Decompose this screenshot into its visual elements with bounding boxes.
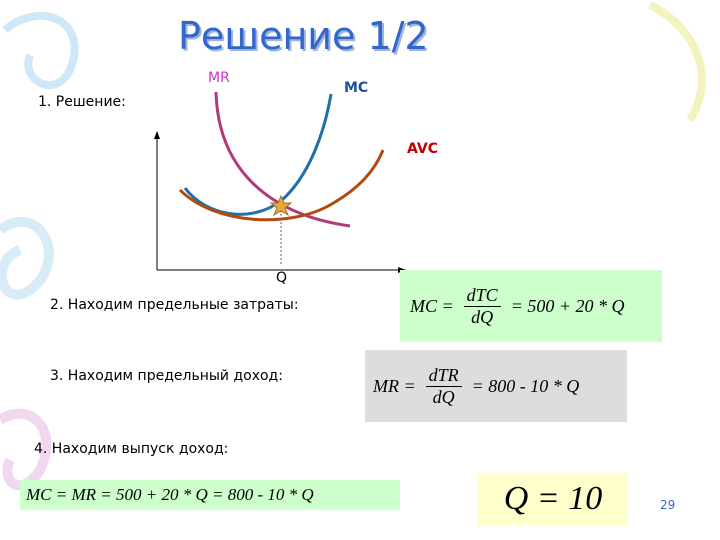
swirl	[2, 11, 79, 90]
formula: MR = dTR dQ = 800 - 10 * Q	[365, 350, 627, 422]
swirl	[0, 408, 52, 491]
q-label: Q	[276, 270, 288, 286]
fraction: dTR dQ	[425, 365, 462, 408]
numerator: dTC	[463, 285, 501, 307]
mc-curve	[183, 93, 333, 216]
answer: Q = 10	[478, 473, 628, 525]
swirl	[0, 217, 54, 300]
numerator: dTR	[425, 365, 462, 387]
equilibrium-star	[269, 194, 293, 217]
swirl	[648, 1, 706, 123]
step: 3. Находим предельный доход:	[50, 368, 283, 384]
fraction: dTC dQ	[463, 285, 501, 328]
title: Решение 1/2	[178, 14, 429, 58]
formula-lhs: MR =	[373, 375, 416, 396]
formula: MC = MR = 500 + 20 * Q = 800 - 10 * Q	[20, 480, 400, 510]
formula-rhs: = 800 - 10 * Q	[471, 375, 580, 396]
step: 1. Решение:	[38, 94, 126, 110]
mc-label: MC	[344, 80, 369, 96]
avc-label: AVC	[407, 141, 438, 157]
mr-label: MR	[208, 70, 230, 86]
mr-curve	[214, 91, 351, 228]
page-number: 29	[660, 498, 676, 512]
formula-lhs: MC =	[410, 295, 454, 316]
denominator: dQ	[432, 386, 455, 407]
formula: MC = dTC dQ = 500 + 20 * Q	[400, 270, 662, 342]
step: 4. Находим выпуск доход:	[34, 441, 229, 457]
formula-rhs: = 500 + 20 * Q	[510, 295, 625, 316]
denominator: dQ	[471, 306, 494, 327]
step: 2. Находим предельные затраты:	[50, 297, 299, 313]
avc-curve	[178, 149, 385, 222]
arrow	[154, 131, 160, 139]
